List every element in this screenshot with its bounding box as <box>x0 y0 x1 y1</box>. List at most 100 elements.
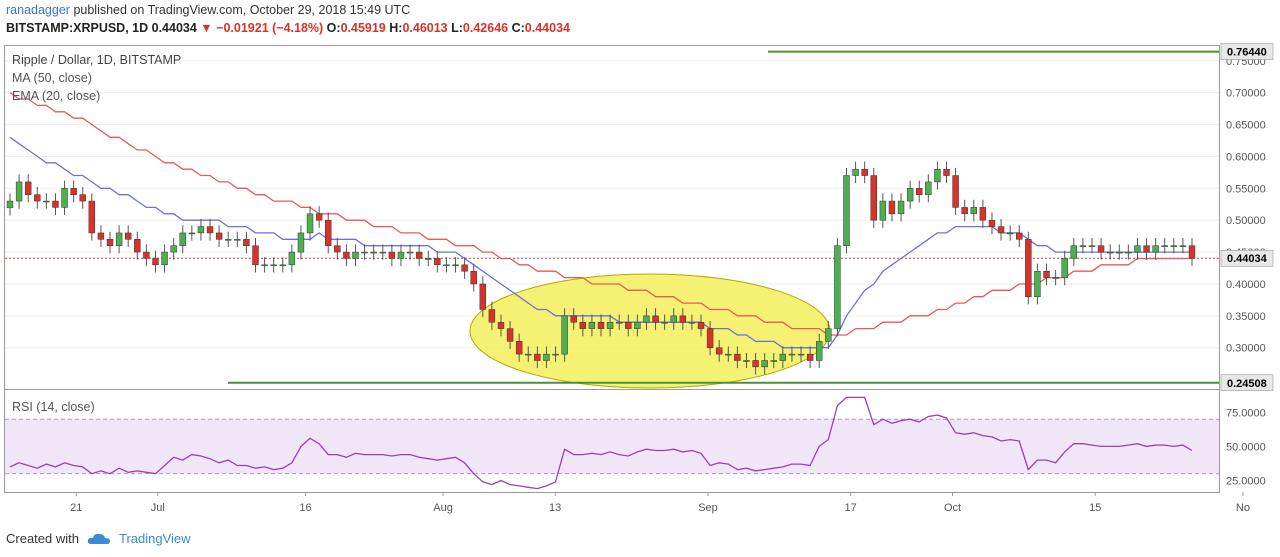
high-label: H: <box>389 21 403 35</box>
candle-body <box>134 239 141 253</box>
candle-body <box>816 341 823 361</box>
rsi-line <box>9 396 1193 490</box>
candle-body <box>979 207 987 221</box>
candle-body <box>697 321 705 329</box>
support-tag-bg <box>1220 374 1274 392</box>
candle-body <box>279 264 286 267</box>
candle-body <box>906 188 914 202</box>
rsi-legend: RSI (14, close) <box>12 400 95 414</box>
candle-body <box>334 245 341 253</box>
open-value: 0.45919 <box>340 21 386 35</box>
candle-body <box>61 188 68 208</box>
candle-body <box>534 353 541 361</box>
candle-body <box>1143 245 1150 253</box>
created-with-text: Created with <box>6 531 79 546</box>
candle-body <box>888 200 896 215</box>
candle-body <box>379 251 386 254</box>
candle-body <box>1170 245 1178 247</box>
last-price-tag: 0.44034 <box>1227 253 1268 265</box>
candle-body <box>506 328 514 342</box>
time-tick-label: Sep <box>698 502 718 514</box>
rsi-tick-label: 50.0000 <box>1226 441 1266 453</box>
rsi-axis: 25.0000 50.0000 75.0000 <box>1226 407 1266 487</box>
candle-body <box>1116 251 1123 254</box>
candle-body <box>579 321 587 329</box>
candle-body <box>706 328 714 348</box>
candle-body <box>388 251 396 259</box>
resistance-tag-bg <box>1220 43 1274 60</box>
symbol: BITSTAMP:XRPUSD, 1D <box>6 21 149 35</box>
close-label: C: <box>511 21 525 35</box>
candle-body <box>243 239 250 246</box>
candle-body <box>70 188 77 195</box>
candle-body <box>961 207 968 215</box>
candle-body <box>643 315 650 323</box>
candle-body <box>306 213 314 234</box>
time-tick-label: 15 <box>1089 502 1101 514</box>
candle-body <box>415 251 423 259</box>
candle-body <box>161 251 168 266</box>
candle-body <box>88 200 96 234</box>
tradingview-brand[interactable]: TradingView <box>118 531 191 546</box>
candle-body <box>561 315 568 355</box>
low-label: L: <box>451 21 463 35</box>
candle-body <box>725 353 732 356</box>
candle-body <box>661 321 668 324</box>
candle-body <box>825 328 832 342</box>
accumulation-ellipse <box>469 273 831 389</box>
rsi-tick-label: 25.0000 <box>1226 475 1266 487</box>
candle-body <box>1088 245 1096 247</box>
candle-body <box>343 251 350 259</box>
candle-body <box>1188 245 1196 259</box>
rsi-band <box>5 418 1219 475</box>
candle-body <box>225 239 232 241</box>
candle-body <box>206 226 214 234</box>
candle-body <box>952 175 959 208</box>
time-tick-label: 16 <box>299 502 311 514</box>
price-tick-label: 0.30000 <box>1226 343 1266 355</box>
candle-body <box>734 353 741 361</box>
candle-body <box>670 315 677 323</box>
candle-body <box>361 251 368 254</box>
candle-body <box>788 353 796 356</box>
candle-body <box>897 200 905 215</box>
price-tick-label: 0.35000 <box>1226 311 1266 323</box>
candle-body <box>479 283 487 310</box>
candle-body <box>170 245 177 253</box>
candle-body <box>261 264 268 267</box>
candle-body <box>679 315 687 323</box>
candle-body <box>115 232 123 246</box>
candle-body <box>488 309 496 323</box>
candle-body <box>315 213 323 221</box>
candle-body <box>761 360 768 368</box>
price-tick-label: 0.50000 <box>1226 215 1266 227</box>
price-axis: 0.300000.350000.400000.450000.500000.550… <box>1226 56 1266 355</box>
candle-body <box>1134 245 1141 253</box>
candle-body <box>652 315 659 323</box>
candle-body <box>970 207 977 215</box>
candle-body <box>452 264 459 267</box>
candle-body <box>797 353 805 356</box>
time-tick-label: No <box>1236 502 1250 514</box>
candle-body <box>188 232 196 235</box>
candle-body <box>925 181 932 195</box>
price-tick-label: 0.60000 <box>1226 151 1266 163</box>
time-axis: 21 Jul 16 Aug 13 Sep 17 Oct 15 No <box>70 492 1250 514</box>
symbol-quote-line: BITSTAMP:XRPUSD, 1D 0.44034 ▼ −0.01921 (… <box>6 21 570 35</box>
candle-body <box>443 264 450 267</box>
candle-body <box>497 321 505 329</box>
candle-body <box>715 347 723 355</box>
candle-body <box>179 232 186 246</box>
last-price: 0.44034 <box>151 21 197 35</box>
last-price-tag-bg <box>1220 249 1274 267</box>
author-link[interactable]: ranadagger <box>6 3 70 17</box>
candle-body <box>252 245 259 266</box>
candle-body <box>779 353 787 361</box>
candle-body <box>1125 251 1132 254</box>
candle-body <box>1006 232 1014 235</box>
price-tags: 0.76440 0.24508 0.44034 <box>1220 43 1274 392</box>
candle-body <box>406 251 414 254</box>
candle-body <box>97 232 105 240</box>
candle-body <box>752 360 759 368</box>
